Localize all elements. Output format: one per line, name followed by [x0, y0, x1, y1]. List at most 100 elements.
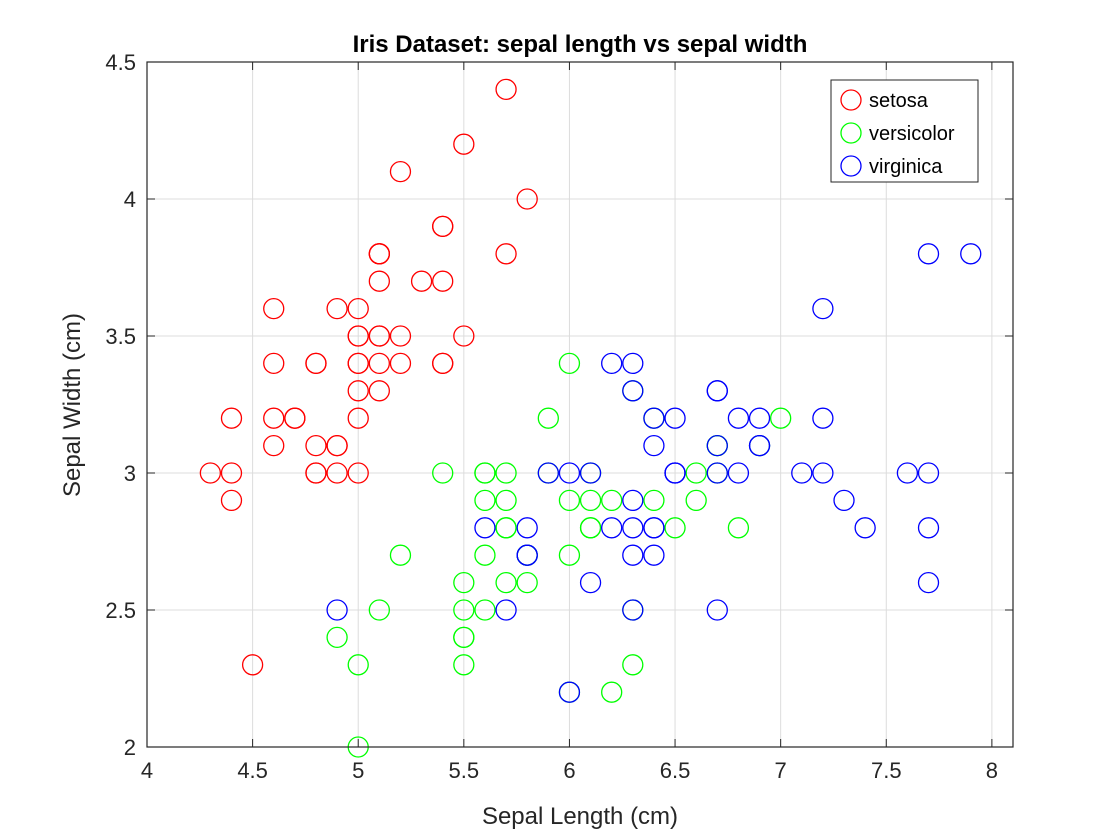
versicolor-point — [558, 544, 581, 566]
x-tick-label: 4 — [141, 758, 153, 783]
virginica-point — [579, 462, 602, 484]
setosa-point — [347, 462, 369, 484]
virginica-point — [727, 407, 750, 429]
setosa-point — [305, 462, 327, 484]
versicolor-point — [685, 489, 707, 512]
virginica-point — [622, 489, 644, 512]
virginica-point — [833, 489, 855, 512]
versicolor-point — [537, 407, 559, 429]
virginica-point — [896, 462, 919, 484]
setosa-point — [495, 243, 517, 265]
virginica-point — [812, 297, 834, 320]
setosa-point — [263, 434, 285, 457]
versicolor-point — [389, 544, 412, 566]
virginica-point — [917, 243, 940, 265]
versicolor-point — [368, 599, 390, 621]
setosa-point — [220, 462, 243, 484]
setosa-point — [495, 78, 517, 101]
versicolor-point — [622, 654, 644, 676]
virginica-point — [706, 599, 728, 621]
versicolor-point — [495, 571, 517, 594]
setosa-point — [389, 325, 412, 347]
virginica-point — [558, 681, 581, 703]
versicolor-point — [579, 517, 602, 539]
setosa-point — [453, 325, 475, 347]
legend-marker-virginica — [840, 155, 862, 177]
virginica-point — [643, 434, 665, 457]
setosa-point — [347, 352, 369, 375]
virginica-point — [748, 407, 771, 429]
setosa-point — [453, 133, 475, 155]
x-tick-label: 8 — [986, 758, 998, 783]
virginica-point — [622, 352, 644, 375]
virginica-point — [516, 517, 538, 539]
virginica-point — [917, 517, 940, 539]
versicolor-point — [643, 489, 665, 512]
setosa-point — [410, 270, 433, 292]
versicolor-point — [474, 462, 496, 484]
virginica-point — [643, 544, 665, 566]
x-tick-label: 4.5 — [237, 758, 268, 783]
y-tick-label: 3.5 — [105, 324, 136, 349]
setosa-point — [220, 489, 243, 512]
versicolor-point — [432, 462, 454, 484]
x-axis-label: Sepal Length (cm) — [482, 803, 678, 830]
setosa-point — [220, 407, 243, 429]
setosa-point — [368, 270, 390, 292]
virginica-point — [643, 517, 665, 539]
versicolor-point — [453, 599, 475, 621]
versicolor-point — [326, 626, 348, 649]
versicolor-point — [558, 489, 581, 512]
versicolor-point — [495, 517, 517, 539]
setosa-point — [263, 407, 285, 429]
y-tick-label: 3 — [124, 461, 136, 486]
setosa-point — [368, 325, 390, 347]
virginica-point — [643, 407, 665, 429]
virginica-point — [601, 517, 623, 539]
versicolor-point — [474, 544, 496, 566]
setosa-point — [199, 462, 222, 484]
versicolor-point — [453, 626, 475, 649]
y-tick-label: 2 — [124, 735, 136, 760]
setosa-point — [368, 243, 390, 265]
virginica-point — [622, 544, 644, 566]
versicolor-point — [495, 462, 517, 484]
setosa-point — [347, 325, 369, 347]
y-axis-label: Sepal Width (cm) — [59, 313, 86, 497]
virginica-point — [326, 599, 348, 621]
virginica-point — [622, 517, 644, 539]
versicolor-point — [727, 517, 750, 539]
virginica-point — [558, 462, 581, 484]
virginica-point — [601, 352, 623, 375]
versicolor-point — [453, 654, 475, 676]
legend-label-setosa: setosa — [869, 90, 929, 112]
virginica-point — [537, 462, 559, 484]
versicolor-point — [770, 407, 792, 429]
versicolor-point — [474, 599, 496, 621]
setosa-point — [305, 352, 327, 375]
virginica-point — [579, 571, 602, 594]
chart-title: Iris Dataset: sepal length vs sepal widt… — [353, 31, 808, 58]
legend: setosa versicolor virginica — [830, 79, 979, 183]
setosa-point — [389, 352, 412, 375]
versicolor-point — [558, 352, 581, 375]
legend-label-virginica: virginica — [869, 156, 943, 178]
virginica-point — [622, 380, 644, 402]
setosa-point — [263, 297, 285, 320]
virginica-point — [748, 434, 771, 457]
setosa-point — [432, 215, 454, 238]
x-tick-label: 6.5 — [660, 758, 691, 783]
x-tick-label: 5 — [352, 758, 364, 783]
virginica-point — [727, 462, 750, 484]
virginica-point — [917, 462, 940, 484]
virginica-point — [706, 462, 728, 484]
versicolor-point — [347, 654, 369, 676]
virginica-point — [812, 462, 834, 484]
virginica-point — [812, 407, 834, 429]
x-tick-label: 6 — [563, 758, 575, 783]
setosa-point — [326, 434, 348, 457]
virginica-point — [917, 571, 940, 594]
virginica-point — [495, 599, 517, 621]
virginica-point — [960, 243, 982, 265]
